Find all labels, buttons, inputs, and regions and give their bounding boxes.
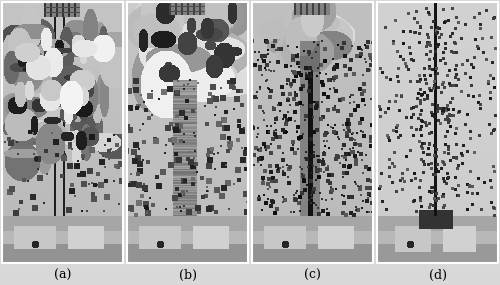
Text: (c): (c) [304, 268, 321, 282]
Text: (b): (b) [178, 268, 196, 282]
Text: (d): (d) [428, 268, 446, 282]
Text: (a): (a) [54, 268, 71, 282]
